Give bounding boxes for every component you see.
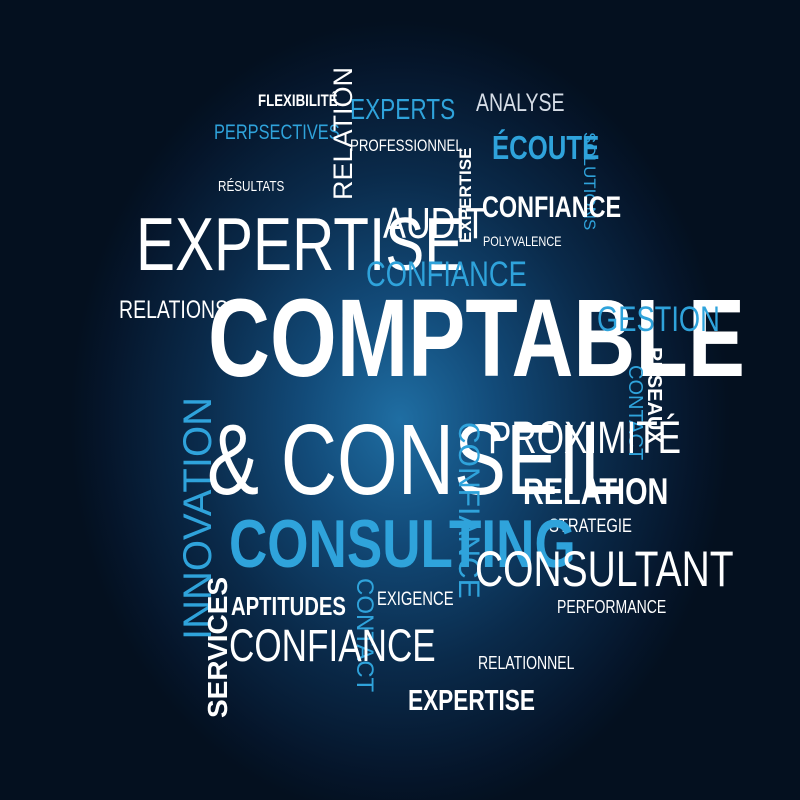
word-performance: PERFORMANCE — [557, 597, 667, 617]
word-relations: RELATIONS — [119, 296, 229, 324]
word-flexibilite: FLEXIBILITÉ — [258, 91, 338, 110]
word-aptitudes: APTITUDES — [231, 591, 346, 621]
word-analyse: ANALYSE — [476, 89, 565, 117]
word-polyvalence: POLYVALENCE — [483, 233, 562, 249]
word-expertise-big: EXPERTISE — [136, 202, 464, 286]
word-experts: EXPERTS — [350, 94, 456, 126]
word-relation-vertical: RELATION — [328, 66, 358, 200]
word-consultant: CONSULTANT — [475, 541, 734, 597]
word-confiance-low: CONFIANCE — [229, 620, 436, 671]
word-confiance-blue: CONFIANCE — [366, 255, 527, 294]
word-comptable: COMPTABLE — [208, 277, 746, 400]
word-professionnel: PROFESSIONNEL — [350, 136, 463, 155]
word-expertise-bottom: EXPERTISE — [408, 685, 535, 717]
word-resultats: RÉSULTATS — [218, 178, 285, 195]
word-relation: RELATION — [523, 471, 669, 512]
word-exigence: EXIGENCE — [377, 589, 454, 610]
word-ecoute: ÉCOUTE — [492, 129, 600, 166]
word-conseil: & CONSEIL — [207, 404, 624, 516]
word-relationnel: RELATIONNEL — [478, 653, 575, 673]
word-consulting: CONSULTING — [229, 506, 576, 582]
word-audit: AUDIT — [383, 199, 486, 248]
word-services-vertical: SERVICES — [202, 576, 233, 718]
word-strategie: STRATEGIE — [549, 516, 632, 537]
word-gestion: GESTION — [597, 300, 720, 339]
word-confiance-top: CONFIANCE — [482, 191, 622, 224]
word-perspectives: PERPSECTIVES — [214, 121, 340, 144]
word-proximite: PROXIMITÉ — [488, 412, 682, 463]
